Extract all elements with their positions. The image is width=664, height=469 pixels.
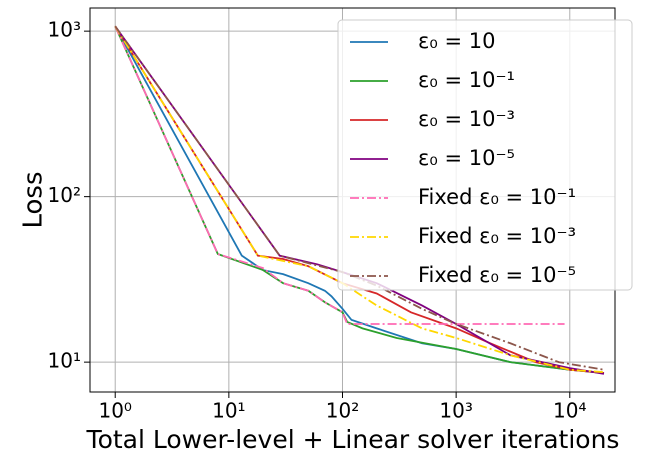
legend-label: Fixed ε₀ = 10⁻⁵	[418, 263, 576, 287]
x-tick-label: 10⁴	[553, 399, 586, 423]
legend-label: ε₀ = 10⁻¹	[418, 68, 515, 92]
x-tick-label: 10¹	[212, 399, 245, 423]
legend-box	[337, 19, 633, 291]
y-tick-label: 10¹	[48, 349, 81, 373]
x-tick-label: 10²	[326, 399, 359, 423]
y-tick-label: 10³	[48, 18, 81, 42]
x-axis-label: Total Lower-level + Linear solver iterat…	[86, 425, 620, 454]
series-line	[114, 25, 605, 371]
legend-label: ε₀ = 10⁻⁵	[418, 146, 515, 170]
legend-label: Fixed ε₀ = 10⁻³	[418, 224, 576, 248]
y-axis-label: Loss	[19, 171, 49, 228]
series-line	[114, 25, 565, 325]
x-tick-label: 10⁰	[98, 399, 131, 423]
y-tick-label: 10²	[48, 183, 81, 207]
series-line	[114, 25, 605, 374]
legend-label: ε₀ = 10	[418, 29, 495, 53]
x-tick-label: 10³	[439, 399, 472, 423]
legend-label: Fixed ε₀ = 10⁻¹	[418, 185, 576, 209]
legend-label: ε₀ = 10⁻³	[418, 107, 515, 131]
series-line	[114, 25, 605, 374]
